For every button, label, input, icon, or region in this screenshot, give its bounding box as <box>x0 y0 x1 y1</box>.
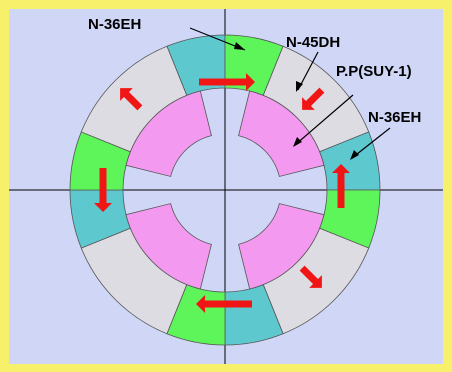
leader-arrowhead-upper-right <box>296 81 303 92</box>
pole-piece-upper-left <box>125 90 212 177</box>
leader-arrowhead-right <box>350 150 359 160</box>
arrow-top <box>199 73 255 91</box>
leader-line-pole-piece <box>294 94 354 146</box>
magnetization-arrows <box>94 73 350 313</box>
arrow-upper-right <box>302 87 325 110</box>
pole-piece-lower-left <box>125 203 212 290</box>
pole-piece-lower-right <box>238 203 325 290</box>
leader-arrowhead-top <box>234 42 245 50</box>
label-upper-right: N-45DH <box>286 34 340 51</box>
leader-line-right <box>351 127 391 159</box>
arrow-upper-left <box>120 88 143 111</box>
pole-piece-upper-right <box>238 90 325 177</box>
arrow-lower-right <box>299 265 322 288</box>
label-pole-piece: P.P(SUY-1) <box>336 63 412 80</box>
arrow-right <box>332 164 350 208</box>
label-top: N-36EH <box>88 16 141 33</box>
arrow-bottom <box>196 295 252 313</box>
arrow-left <box>94 168 112 212</box>
label-right: N-36EH <box>368 109 421 126</box>
leader-arrowhead-pole-piece <box>293 137 302 147</box>
